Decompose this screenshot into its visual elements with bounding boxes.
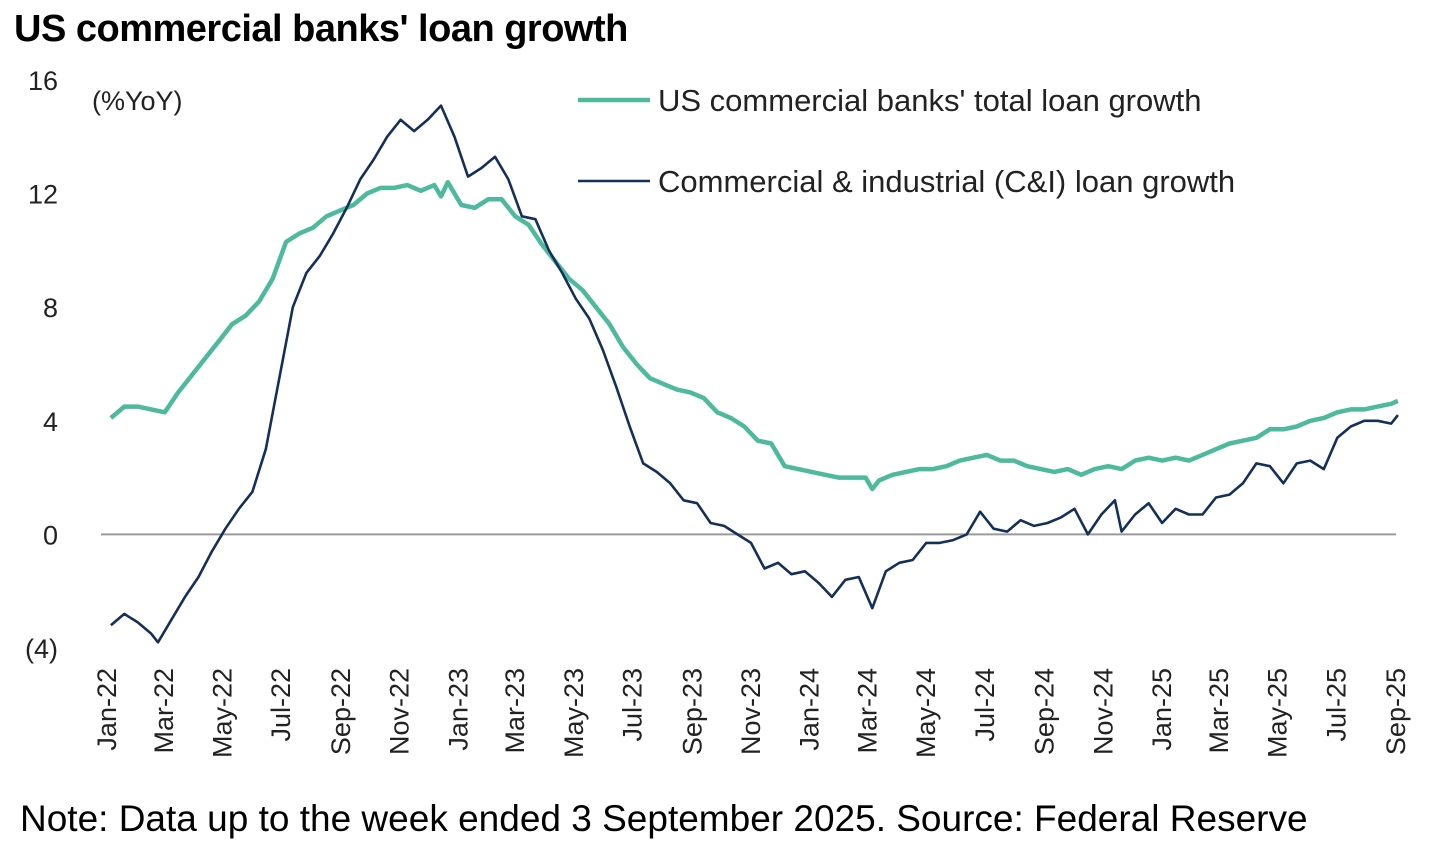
x-tick-label: Nov-24 — [1088, 668, 1118, 755]
x-tick-label: Jul-24 — [970, 668, 1000, 742]
x-tick-label: Mar-23 — [500, 668, 530, 754]
x-tick-label: Jan-25 — [1147, 668, 1177, 751]
x-tick-label: Mar-25 — [1204, 668, 1234, 754]
y-unit-label: (%YoY) — [92, 86, 183, 116]
x-tick-label: May-22 — [208, 668, 238, 758]
x-tick-label: May-24 — [911, 668, 941, 758]
series-line-total-loans — [109, 179, 1399, 492]
footnote: Note: Data up to the week ended 3 Septem… — [20, 798, 1308, 839]
x-tick-label: Nov-22 — [385, 668, 415, 755]
x-axis: Jan-22 Mar-22 May-22 Jul-22 Sep-22 Nov-22 Jan-… — [92, 668, 1411, 758]
x-tick-label: May-23 — [559, 668, 589, 758]
y-tick-label: (4) — [25, 634, 58, 664]
y-tick-label: 4 — [43, 407, 58, 437]
x-tick-label: Mar-24 — [853, 668, 883, 754]
x-tick-label: Jan-23 — [443, 668, 473, 751]
x-tick-label: Jan-24 — [795, 668, 825, 751]
y-axis: 16 12 8 4 0 (4) — [25, 66, 58, 664]
x-tick-label: Sep-25 — [1381, 668, 1411, 755]
y-tick-label: 12 — [28, 180, 58, 210]
x-tick-label: Jul-23 — [618, 668, 648, 742]
legend: US commercial banks' total loan growth Co… — [578, 83, 1235, 199]
x-tick-label: Nov-23 — [736, 668, 766, 755]
chart-title: US commercial banks' loan growth — [14, 8, 628, 50]
x-tick-label: Sep-23 — [677, 668, 707, 755]
y-tick-label: 8 — [43, 293, 58, 323]
y-tick-label: 16 — [28, 66, 58, 96]
legend-label: Commercial & industrial (C&I) loan growt… — [658, 164, 1235, 199]
x-tick-label: Jan-22 — [92, 668, 122, 751]
series-line-ci-loans — [110, 104, 1399, 644]
x-tick-label: Mar-22 — [149, 668, 179, 754]
x-tick-label: Sep-24 — [1030, 668, 1060, 755]
x-tick-label: Jul-25 — [1321, 668, 1351, 742]
legend-label: US commercial banks' total loan growth — [658, 83, 1201, 118]
series-group — [109, 104, 1399, 644]
y-tick-label: 0 — [43, 520, 58, 550]
x-tick-label: May-25 — [1263, 668, 1293, 758]
x-tick-label: Jul-22 — [266, 668, 296, 742]
x-tick-label: Sep-22 — [326, 668, 356, 755]
